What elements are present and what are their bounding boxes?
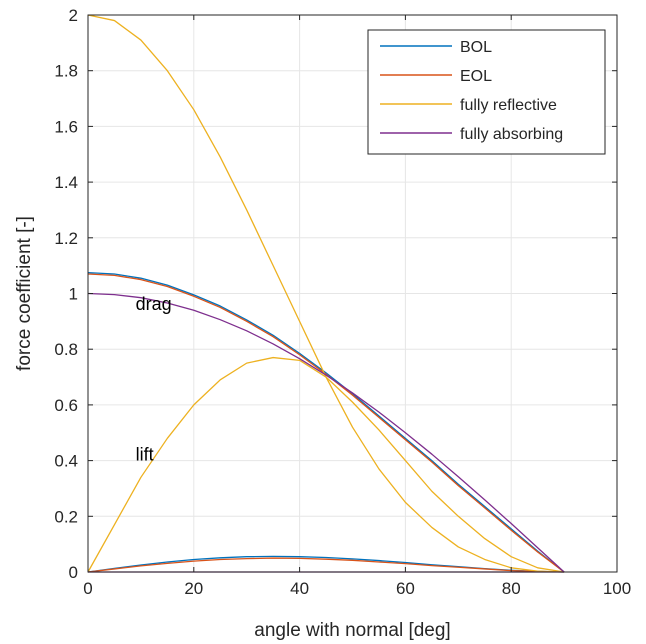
legend: BOL EOL fully reflective fully absorbing xyxy=(367,29,606,155)
axes xyxy=(87,14,618,573)
annotations: drag lift xyxy=(136,294,172,464)
y-tick-label: 1.4 xyxy=(54,173,78,192)
legend-entry: fully reflective xyxy=(460,97,557,114)
series-line-BOL-drag xyxy=(87,271,565,573)
series-line-fully-reflective-lift xyxy=(87,356,565,573)
x-tick-label: 40 xyxy=(290,579,309,598)
x-tick-label: 0 xyxy=(83,579,92,598)
series-line-EOL-lift xyxy=(87,557,565,573)
legend-entry: fully absorbing xyxy=(460,126,563,143)
series-line-fully-absorbing-drag xyxy=(87,292,565,573)
x-tick-label: 100 xyxy=(603,579,631,598)
annotation-lift: lift xyxy=(136,445,154,465)
series-line-EOL-drag xyxy=(87,273,565,573)
x-tick-label: 80 xyxy=(502,579,521,598)
y-tick-label: 0.4 xyxy=(54,452,78,471)
tick-labels: 0 20 40 60 80 100 0 0.2 0.4 0.6 0.8 1 1.2 1.4 1.6 1.8 2 xyxy=(54,6,631,598)
y-tick-label: 1.6 xyxy=(54,117,78,136)
legend-entry: EOL xyxy=(460,68,492,85)
legend-entry: BOL xyxy=(460,39,492,56)
y-tick-label: 1.8 xyxy=(54,62,78,81)
y-tick-label: 1 xyxy=(69,285,78,304)
y-tick-label: 0.6 xyxy=(54,396,78,415)
x-tick-label: 20 xyxy=(184,579,203,598)
y-axis-label: force coefficient [-] xyxy=(14,216,35,371)
y-tick-label: 0.2 xyxy=(54,507,78,526)
y-tick-label: 0 xyxy=(69,563,78,582)
y-tick-label: 2 xyxy=(69,6,78,25)
y-tick-label: 0.8 xyxy=(54,340,78,359)
x-tick-label: 60 xyxy=(396,579,415,598)
x-axis-label: angle with normal [deg] xyxy=(254,620,450,641)
annotation-drag: drag xyxy=(136,294,172,314)
y-tick-label: 1.2 xyxy=(54,229,78,248)
